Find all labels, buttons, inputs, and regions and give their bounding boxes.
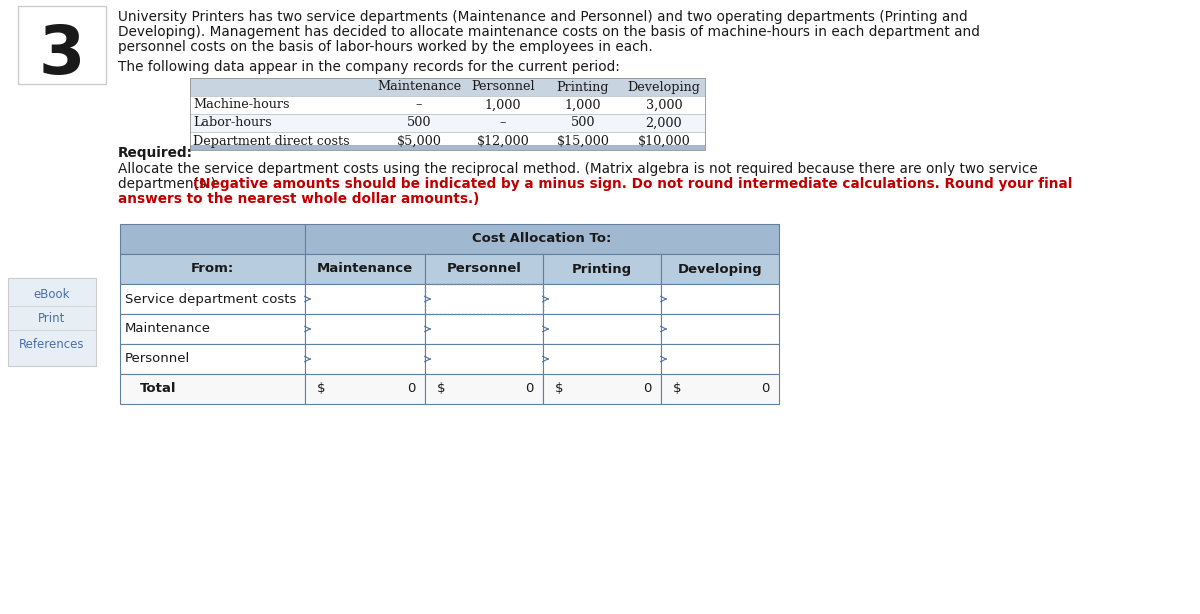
Bar xyxy=(120,374,305,404)
Text: Printing: Printing xyxy=(557,80,610,93)
Text: Personnel: Personnel xyxy=(446,263,522,276)
Text: 500: 500 xyxy=(571,117,595,130)
Text: 0: 0 xyxy=(761,383,769,395)
Text: Service department costs: Service department costs xyxy=(125,292,296,306)
Bar xyxy=(18,6,106,84)
Text: Total: Total xyxy=(140,383,176,395)
Bar xyxy=(120,314,305,344)
Text: $: $ xyxy=(673,383,682,395)
Text: 0: 0 xyxy=(643,383,650,395)
Text: Cost Allocation To:: Cost Allocation To: xyxy=(473,233,612,246)
Text: Machine-hours: Machine-hours xyxy=(193,98,289,112)
Bar xyxy=(8,278,96,366)
Text: References: References xyxy=(19,338,85,351)
Bar xyxy=(190,114,706,132)
Text: 3,000: 3,000 xyxy=(646,98,683,112)
Text: University Printers has two service departments (Maintenance and Personnel) and : University Printers has two service depa… xyxy=(118,10,967,24)
Bar xyxy=(542,374,661,404)
Text: 3: 3 xyxy=(38,22,85,88)
Bar xyxy=(305,344,425,374)
Text: Labor-hours: Labor-hours xyxy=(193,117,271,130)
Text: Personnel: Personnel xyxy=(125,352,191,365)
Text: $: $ xyxy=(437,383,445,395)
Text: Maintenance: Maintenance xyxy=(125,322,211,335)
Bar xyxy=(190,132,706,150)
Bar xyxy=(305,254,425,284)
Text: 1,000: 1,000 xyxy=(565,98,601,112)
Text: $10,000: $10,000 xyxy=(637,134,690,147)
Text: 1,000: 1,000 xyxy=(485,98,521,112)
Text: $12,000: $12,000 xyxy=(476,134,529,147)
Text: Developing: Developing xyxy=(678,263,762,276)
Bar xyxy=(190,78,706,96)
Text: $5,000: $5,000 xyxy=(396,134,442,147)
Bar xyxy=(542,254,661,284)
Bar xyxy=(305,314,425,344)
Bar xyxy=(120,254,305,284)
Text: Developing). Management has decided to allocate maintenance costs on the basis o: Developing). Management has decided to a… xyxy=(118,25,980,39)
Text: Maintenance: Maintenance xyxy=(317,263,413,276)
Bar xyxy=(190,145,706,150)
Bar xyxy=(661,314,779,344)
Bar xyxy=(661,284,779,314)
Bar xyxy=(425,284,542,314)
Text: 0: 0 xyxy=(524,383,533,395)
Bar xyxy=(425,344,542,374)
Text: $: $ xyxy=(317,383,325,395)
Text: Printing: Printing xyxy=(572,263,632,276)
Bar xyxy=(661,374,779,404)
Bar xyxy=(190,96,706,114)
Bar xyxy=(190,78,706,150)
Bar xyxy=(542,284,661,314)
Text: eBook: eBook xyxy=(34,287,71,300)
Bar xyxy=(542,344,661,374)
Text: Allocate the service department costs using the reciprocal method. (Matrix algeb: Allocate the service department costs us… xyxy=(118,162,1038,176)
Text: Department direct costs: Department direct costs xyxy=(193,134,349,147)
Bar xyxy=(120,284,305,314)
Text: –: – xyxy=(416,98,422,112)
Bar xyxy=(661,254,779,284)
Bar xyxy=(425,314,542,344)
Bar xyxy=(120,224,779,254)
Text: 2,000: 2,000 xyxy=(646,117,683,130)
Bar xyxy=(305,374,425,404)
Text: answers to the nearest whole dollar amounts.): answers to the nearest whole dollar amou… xyxy=(118,192,479,206)
Bar xyxy=(542,314,661,344)
Text: $: $ xyxy=(554,383,564,395)
Text: Maintenance: Maintenance xyxy=(377,80,461,93)
Text: From:: From: xyxy=(191,263,234,276)
Text: departments.): departments.) xyxy=(118,177,221,191)
Text: Personnel: Personnel xyxy=(472,80,535,93)
Text: $15,000: $15,000 xyxy=(557,134,610,147)
Bar xyxy=(305,284,425,314)
Text: 0: 0 xyxy=(407,383,415,395)
Bar xyxy=(425,254,542,284)
Text: –: – xyxy=(500,117,506,130)
Bar xyxy=(120,344,305,374)
Text: Required:: Required: xyxy=(118,146,193,160)
Text: Developing: Developing xyxy=(628,80,701,93)
Text: 500: 500 xyxy=(407,117,431,130)
Text: personnel costs on the basis of labor-hours worked by the employees in each.: personnel costs on the basis of labor-ho… xyxy=(118,40,653,54)
Bar xyxy=(661,344,779,374)
Bar xyxy=(425,374,542,404)
Text: Print: Print xyxy=(38,311,66,325)
Bar xyxy=(425,284,542,314)
Text: The following data appear in the company records for the current period:: The following data appear in the company… xyxy=(118,60,620,74)
Text: (Negative amounts should be indicated by a minus sign. Do not round intermediate: (Negative amounts should be indicated by… xyxy=(193,177,1073,191)
